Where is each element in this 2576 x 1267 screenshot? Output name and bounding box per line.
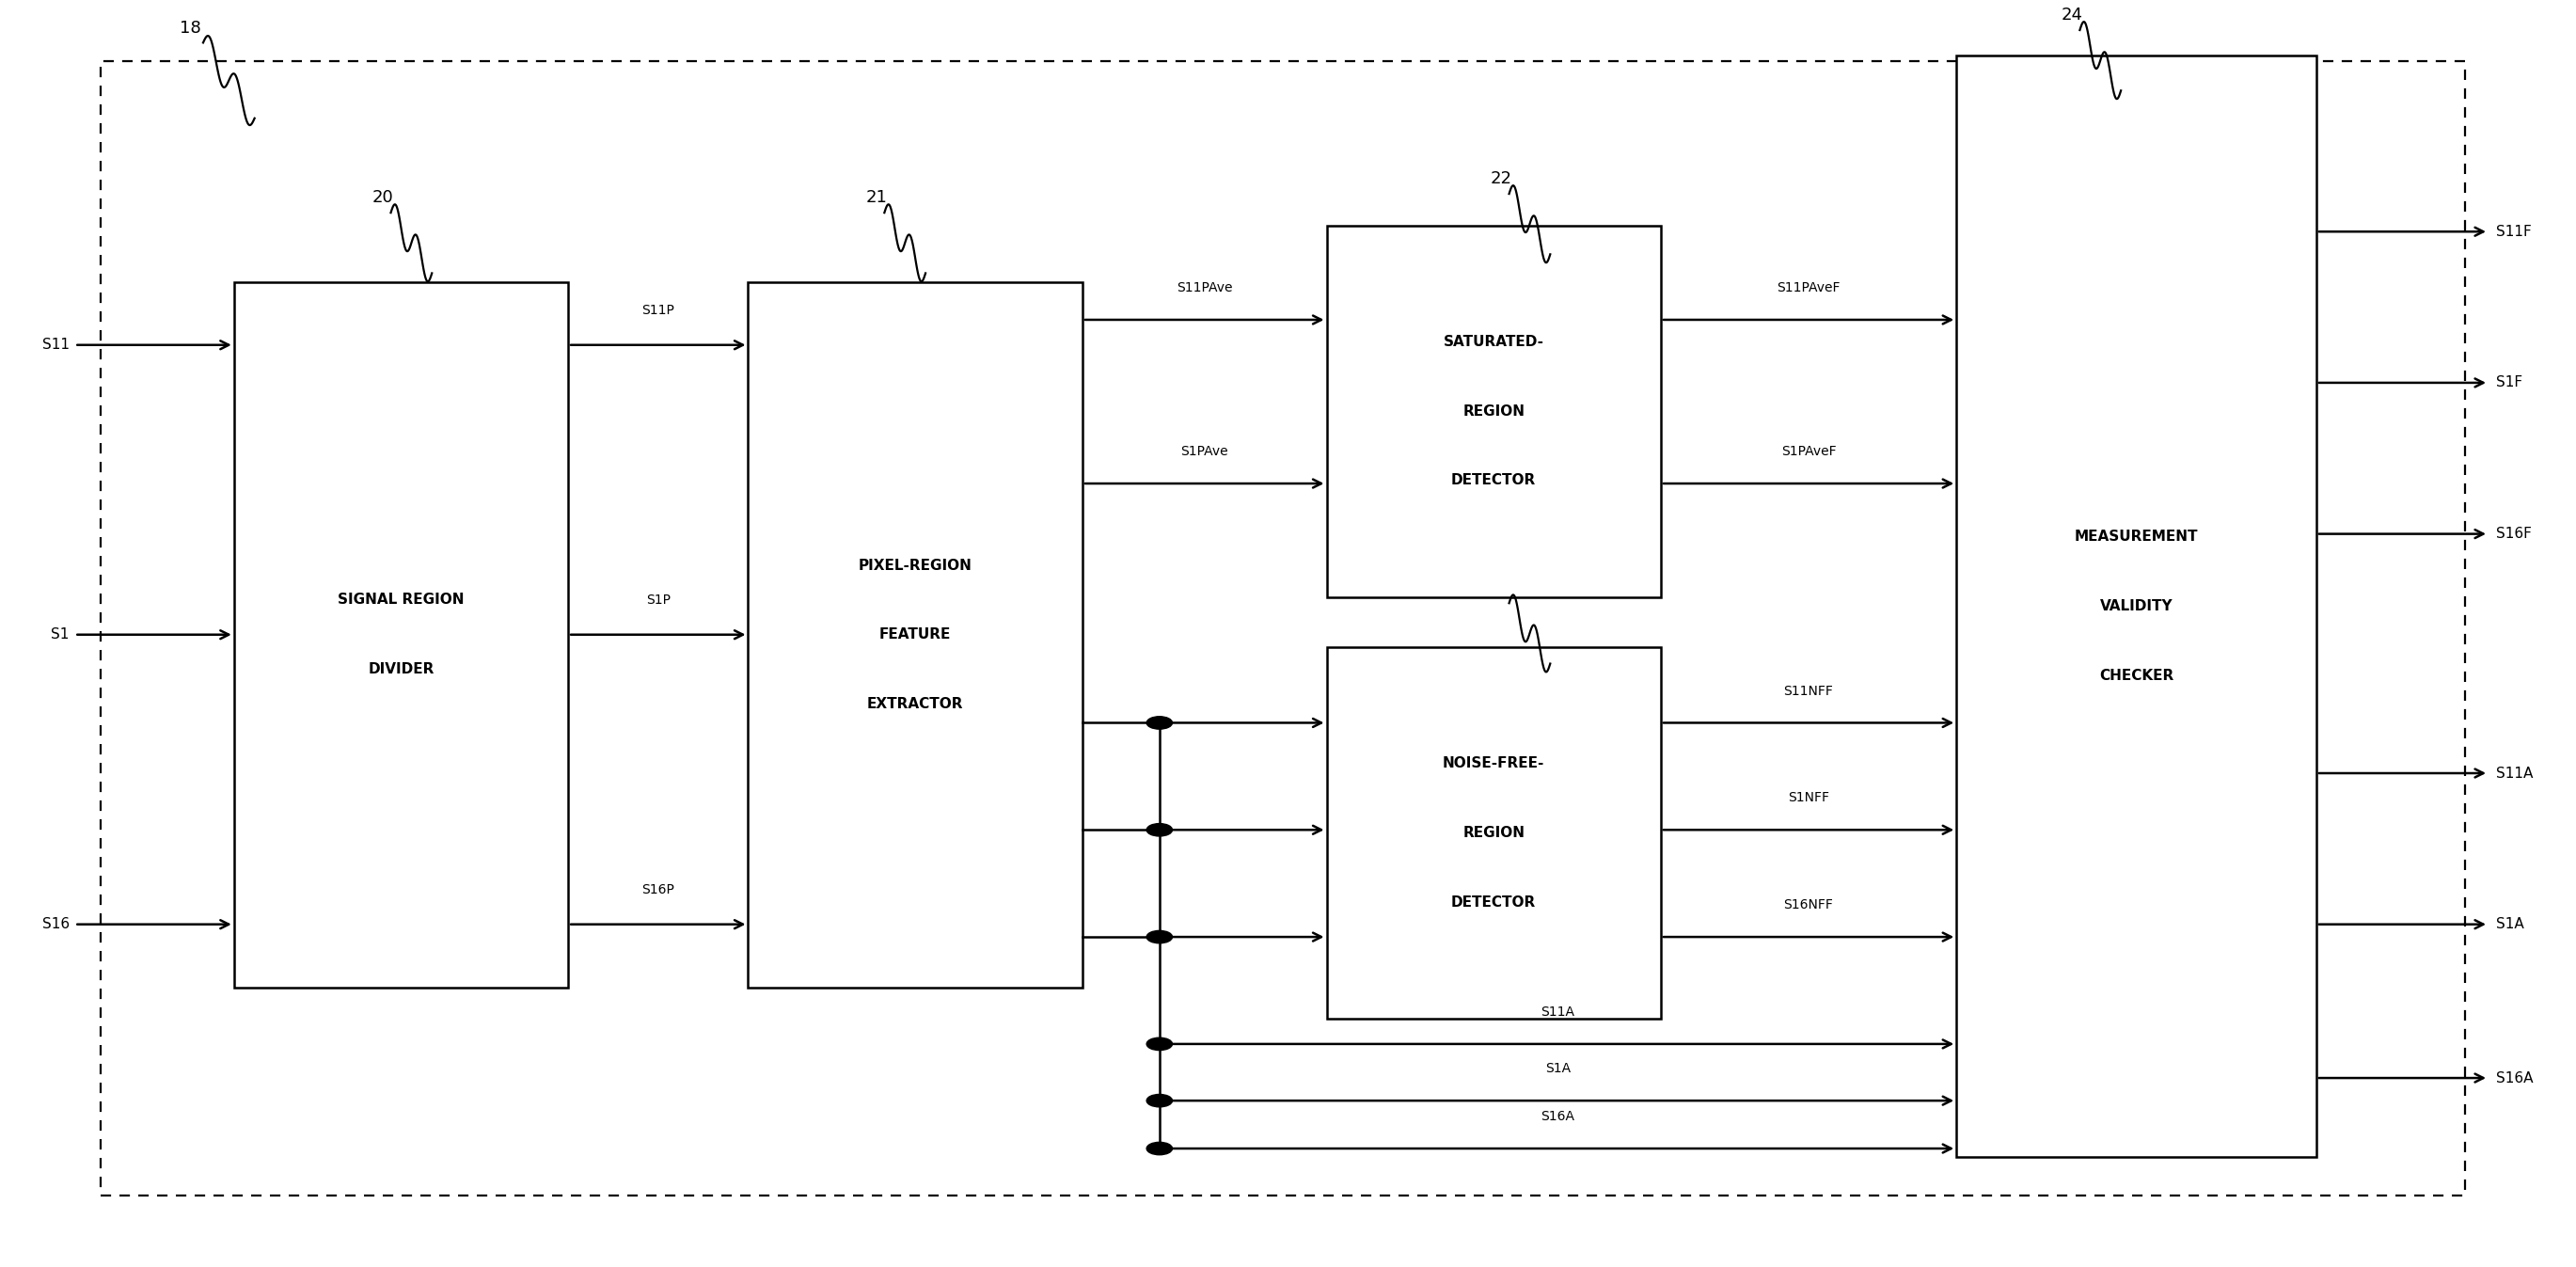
Text: S16NFF: S16NFF [1783,898,1834,912]
Text: S11NFF: S11NFF [1783,684,1834,698]
Text: CHECKER: CHECKER [2099,669,2174,683]
Text: PIXEL-REGION: PIXEL-REGION [858,559,971,573]
Text: DETECTOR: DETECTOR [1450,896,1535,910]
Text: VALIDITY: VALIDITY [2099,599,2174,613]
Text: 22: 22 [1492,171,1512,188]
Text: 20: 20 [374,190,394,207]
Text: S11P: S11P [641,304,675,317]
Text: S16P: S16P [641,883,675,897]
Circle shape [1146,1038,1172,1050]
Circle shape [1146,824,1172,836]
Text: REGION: REGION [1463,826,1525,840]
Text: S1A: S1A [1546,1062,1571,1076]
Text: S1PAveF: S1PAveF [1780,445,1837,459]
FancyBboxPatch shape [1327,226,1662,597]
Text: S11PAveF: S11PAveF [1777,281,1839,295]
Text: EXTRACTOR: EXTRACTOR [868,697,963,711]
FancyBboxPatch shape [747,283,1082,987]
Text: SIGNAL REGION: SIGNAL REGION [337,593,464,607]
Text: S11: S11 [41,338,70,352]
Text: S1F: S1F [2496,376,2522,390]
Text: MEASUREMENT: MEASUREMENT [2074,530,2197,544]
Text: S1P: S1P [647,594,670,607]
Text: REGION: REGION [1463,404,1525,418]
Circle shape [1146,931,1172,943]
Text: S11F: S11F [2496,224,2532,238]
Text: S11PAve: S11PAve [1177,281,1231,295]
Text: 21: 21 [866,190,889,207]
FancyBboxPatch shape [1955,56,2316,1157]
Text: S11A: S11A [2496,767,2532,780]
Text: S1NFF: S1NFF [1788,792,1829,805]
Text: NOISE-FREE-: NOISE-FREE- [1443,756,1546,770]
FancyBboxPatch shape [234,283,569,987]
Text: S1PAve: S1PAve [1180,445,1229,459]
Text: SATURATED-: SATURATED- [1443,334,1543,348]
Text: S16A: S16A [2496,1071,2532,1085]
Text: S11A: S11A [1540,1006,1574,1019]
Text: S16A: S16A [1540,1110,1574,1124]
Circle shape [1146,1143,1172,1154]
Text: FEATURE: FEATURE [878,627,951,641]
Text: 18: 18 [180,19,201,37]
Circle shape [1146,717,1172,729]
Text: S1A: S1A [2496,917,2524,931]
Text: S1: S1 [52,627,70,641]
Text: S16: S16 [41,917,70,931]
Text: 24: 24 [2061,6,2084,24]
Circle shape [1146,1095,1172,1107]
Text: S16F: S16F [2496,527,2532,541]
Text: 23: 23 [1492,580,1512,597]
Text: DETECTOR: DETECTOR [1450,474,1535,488]
Text: DIVIDER: DIVIDER [368,663,435,677]
FancyBboxPatch shape [1327,647,1662,1019]
